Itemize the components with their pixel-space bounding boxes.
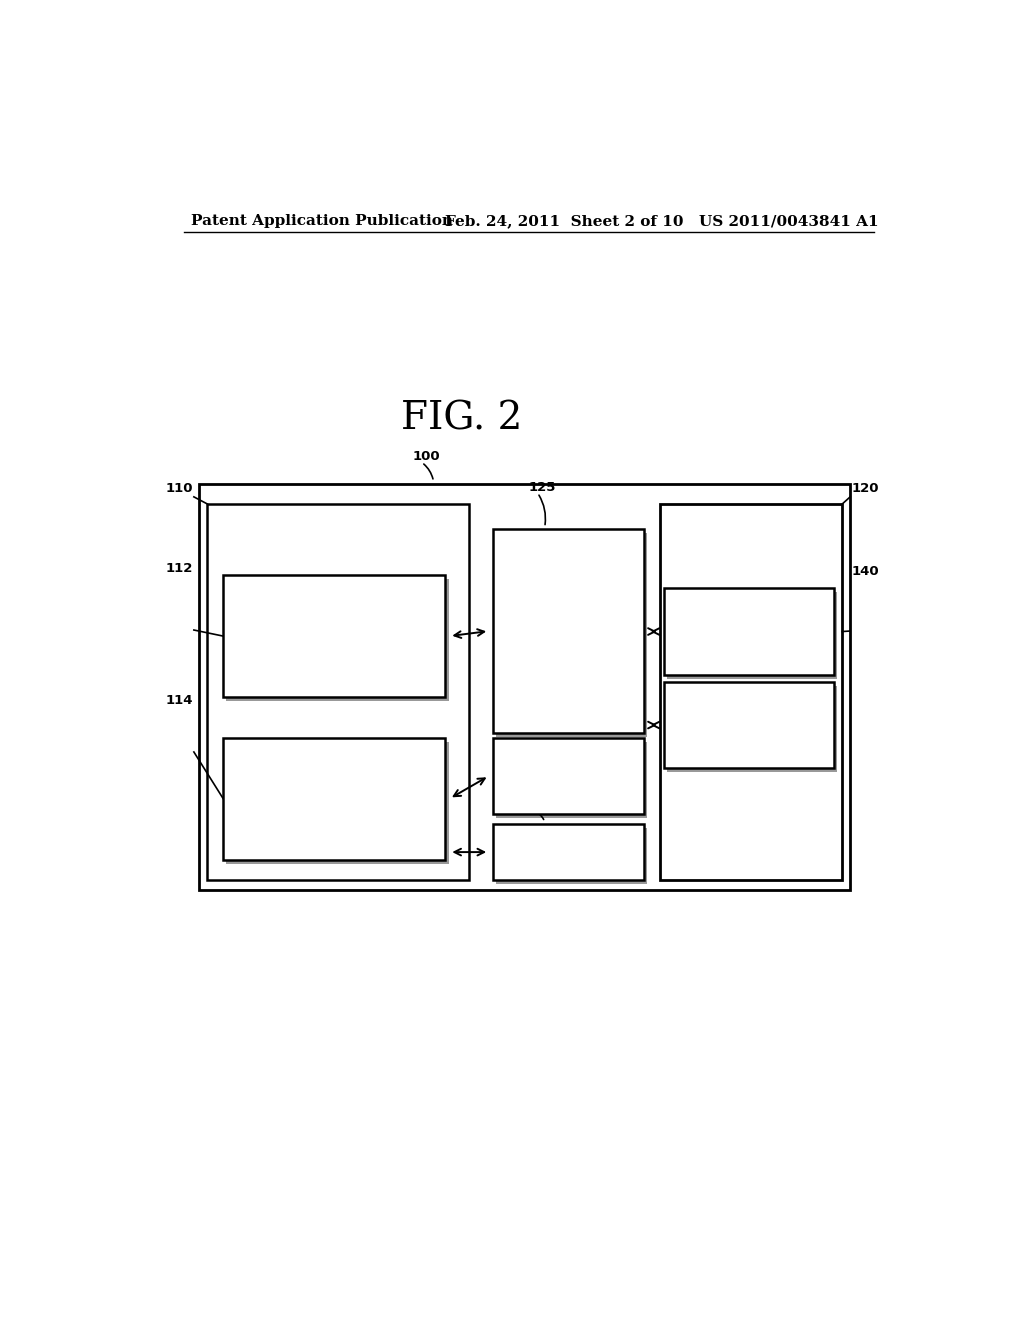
Text: 110: 110 [166,482,194,495]
Bar [664,589,835,675]
Text: DISPLAY UNIT: DISPLAY UNIT [703,718,795,731]
Text: INPUT UNIT: INPUT UNIT [711,626,787,638]
Text: NETWORK
INTERFACE: NETWORK INTERFACE [535,766,602,787]
Text: 140: 140 [852,565,880,578]
Text: 130: 130 [528,705,556,718]
Text: STORAGE UNIT: STORAGE UNIT [522,847,614,857]
Bar [223,738,445,859]
Text: Patent Application Publication: Patent Application Publication [191,214,454,228]
Bar [497,533,647,737]
Text: 120: 120 [852,482,880,495]
Bar [200,483,850,890]
Bar [667,686,838,772]
Text: FIG. 2: FIG. 2 [400,401,522,438]
Text: INPUT AND OUTPUT
INTERFACE: INPUT AND OUTPUT INTERFACE [507,620,631,642]
Bar [664,682,835,768]
Text: Feb. 24, 2011  Sheet 2 of 10: Feb. 24, 2011 Sheet 2 of 10 [445,214,684,228]
Text: 114: 114 [166,694,194,708]
Bar [494,738,644,814]
Bar [667,593,838,678]
Text: UNIVERSAL DRIVER: UNIVERSAL DRIVER [270,792,398,805]
Text: APPLICATION UNIT: APPLICATION UNIT [272,630,396,643]
Text: 100: 100 [412,450,439,463]
Text: US 2011/0043841 A1: US 2011/0043841 A1 [699,214,879,228]
Text: 150: 150 [528,801,556,814]
Bar [226,742,449,863]
Text: 112: 112 [166,562,194,576]
Bar [494,824,644,880]
Bar [223,576,445,697]
Bar [659,504,843,880]
Text: 125: 125 [528,480,556,494]
Bar [497,742,647,818]
Bar [226,579,449,701]
Bar [497,828,647,884]
Bar [207,504,469,880]
Bar [494,529,644,733]
